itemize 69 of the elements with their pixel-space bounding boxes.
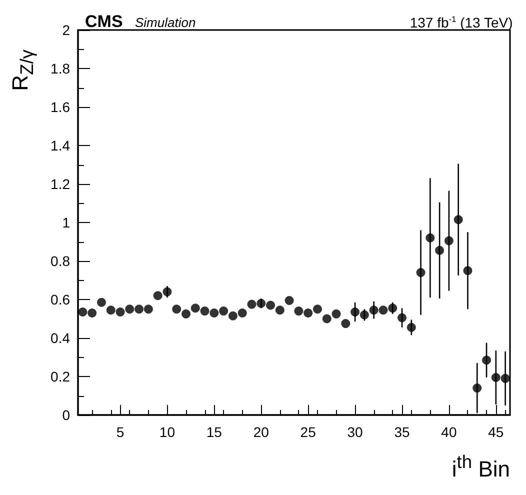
point (435, 246, 444, 255)
point (463, 266, 472, 276)
point (116, 308, 125, 317)
y-tick-label: 1.4 (50, 138, 70, 154)
x-tick-label: 30 (347, 424, 364, 440)
point (153, 291, 162, 300)
point (256, 298, 266, 308)
point (360, 310, 369, 320)
x-tick-label: 15 (206, 424, 222, 440)
point (96, 298, 106, 307)
point (369, 306, 378, 315)
point (378, 306, 388, 315)
point (266, 300, 276, 310)
x-tick-label: 5 (116, 424, 124, 440)
point (106, 306, 116, 315)
point (125, 304, 134, 314)
chart-title: CMS (85, 12, 123, 31)
point (238, 308, 247, 318)
point (275, 306, 284, 315)
point (454, 215, 463, 224)
point (472, 384, 482, 393)
point (284, 296, 294, 305)
y-tick-label: 2 (62, 22, 70, 38)
point (294, 306, 304, 316)
point (322, 314, 332, 324)
point (426, 233, 435, 242)
x-tick-label: 10 (159, 424, 176, 440)
point (78, 308, 88, 317)
y-tick-label: 0.2 (50, 368, 70, 384)
y-tick-label: 0.8 (50, 253, 70, 269)
point (341, 319, 350, 328)
x-axis-title: i$^{th}$ Bin (452, 450, 510, 484)
point (144, 304, 153, 314)
point (88, 308, 97, 318)
point (182, 309, 190, 318)
point (491, 372, 500, 382)
point (219, 306, 228, 316)
point (398, 313, 406, 322)
point (228, 311, 238, 320)
chart-subtitle: Simulation (135, 15, 196, 30)
x-tick-label: 25 (300, 424, 316, 440)
point (500, 374, 510, 383)
x-tick-label: 40 (441, 424, 457, 440)
y-tick-label: 1.8 (50, 60, 70, 76)
point (172, 304, 182, 314)
y-tick-label: 0.6 (50, 292, 70, 308)
y-tick-label: 0 (62, 407, 70, 423)
point (416, 268, 426, 278)
y-tick-label: 0.4 (50, 330, 70, 346)
point (482, 356, 492, 365)
y-tick-label: 1.2 (50, 176, 70, 192)
point (332, 309, 341, 318)
point (210, 308, 219, 318)
y-tick-label: 1.6 (50, 99, 70, 115)
point (247, 300, 256, 309)
point (406, 322, 416, 332)
point (388, 304, 398, 313)
point (190, 304, 200, 313)
point (350, 308, 360, 317)
y-tick-label: 1 (62, 214, 70, 230)
point (200, 306, 210, 316)
x-tick-label: 45 (488, 424, 504, 440)
x-tick-label: 35 (394, 424, 410, 440)
x-tick-label: 20 (253, 424, 270, 440)
point (312, 304, 322, 314)
point (134, 304, 144, 314)
point (304, 308, 313, 318)
point (162, 287, 172, 296)
point (444, 236, 454, 246)
